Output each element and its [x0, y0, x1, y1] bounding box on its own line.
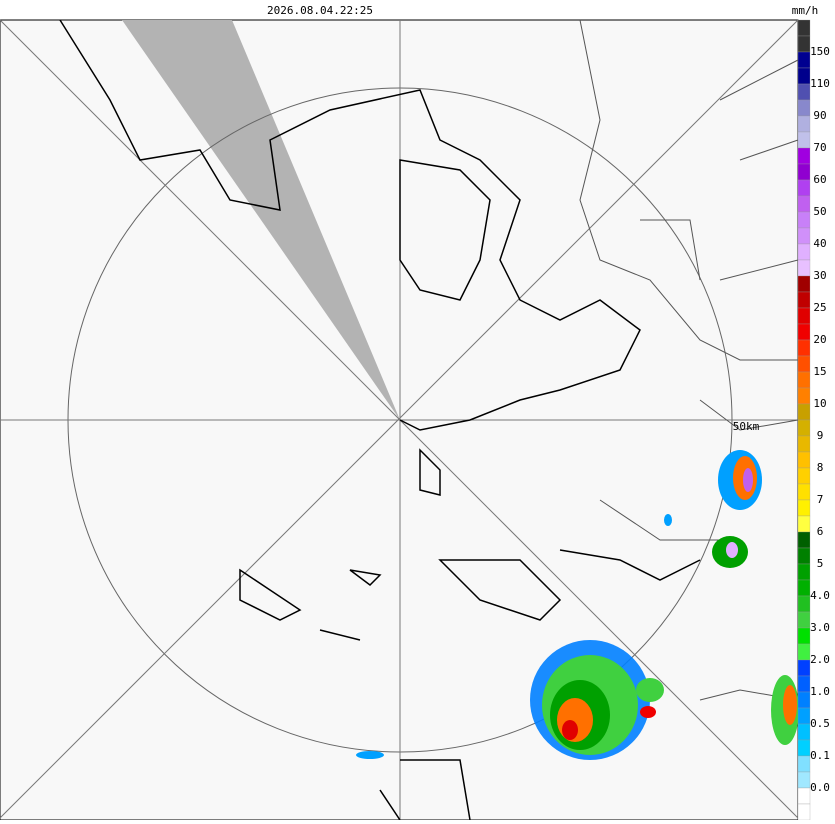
legend-label: 4.0	[810, 589, 830, 602]
legend-band	[797, 531, 811, 549]
legend-label: 10	[813, 397, 826, 410]
range-label: 50km	[733, 420, 760, 433]
legend-label: 40	[813, 237, 826, 250]
legend-label: 0.5	[810, 717, 830, 730]
legend-band	[797, 387, 811, 405]
legend-band	[797, 67, 811, 85]
legend-band	[797, 403, 811, 421]
legend-band	[797, 419, 811, 437]
legend-label: 150	[810, 45, 830, 58]
legend-label: 90	[813, 109, 826, 122]
legend-band	[797, 339, 811, 357]
legend-label: 25	[813, 301, 826, 314]
legend-band	[797, 723, 811, 741]
legend-band	[797, 227, 811, 245]
legend-band	[797, 595, 811, 613]
legend-band	[797, 323, 811, 341]
coastline	[399, 159, 491, 301]
legend-label: 8	[817, 461, 824, 474]
legend-band	[797, 147, 811, 165]
legend-band	[797, 83, 811, 101]
legend-label: 50	[813, 205, 826, 218]
legend-band	[797, 115, 811, 133]
border	[579, 19, 799, 701]
legend-band	[797, 803, 811, 821]
legend-band	[797, 707, 811, 725]
crosshair	[0, 19, 799, 819]
legend-label: 1.0	[810, 685, 830, 698]
legend-label: 110	[810, 77, 830, 90]
legend-band	[797, 611, 811, 629]
legend-band	[797, 371, 811, 389]
legend-band	[797, 755, 811, 773]
legend-label: 2.0	[810, 653, 830, 666]
legend-band	[797, 739, 811, 757]
legend-band	[797, 99, 811, 117]
legend-band	[797, 451, 811, 469]
legend-band	[797, 19, 811, 37]
legend-label: 30	[813, 269, 826, 282]
map: 50km	[0, 19, 799, 821]
legend-band	[797, 515, 811, 533]
legend-band	[797, 563, 811, 581]
legend-band	[797, 291, 811, 309]
legend-band	[797, 131, 811, 149]
legend-band	[797, 787, 811, 805]
legend-band	[797, 579, 811, 597]
legend-label: 15	[813, 365, 826, 378]
precipitation	[356, 450, 799, 760]
legend-band	[797, 195, 811, 213]
timestamp: 2026.08.04.22:25	[267, 4, 373, 17]
legend-band	[797, 547, 811, 565]
blocked-sector	[122, 20, 400, 420]
legend-band	[797, 675, 811, 693]
legend-band	[797, 771, 811, 789]
legend-band	[797, 35, 811, 53]
unit-label: mm/h	[792, 4, 819, 17]
coastline	[419, 448, 701, 621]
legend-band	[797, 51, 811, 69]
legend: 150 110 90 70 60 50 40 30 25 20 15 10 9 8 7 6 5 4.0 3.0 2.0…	[797, 19, 830, 821]
legend-band	[797, 499, 811, 517]
legend-band	[797, 243, 811, 261]
legend-band	[797, 275, 811, 293]
coastline	[59, 19, 641, 431]
legend-band	[797, 627, 811, 645]
legend-band	[797, 307, 811, 325]
legend-band	[797, 355, 811, 373]
legend-band	[797, 483, 811, 501]
legend-label: 3.0	[810, 621, 830, 634]
legend-band	[797, 435, 811, 453]
legend-band	[797, 163, 811, 181]
legend-label: 0.0	[810, 781, 830, 794]
legend-label: 5	[817, 557, 824, 570]
legend-band	[797, 467, 811, 485]
legend-label: 60	[813, 173, 826, 186]
coastline	[239, 568, 471, 821]
legend-band	[797, 691, 811, 709]
legend-band	[797, 643, 811, 661]
legend-band	[797, 259, 811, 277]
legend-label: 0.1	[810, 749, 830, 762]
legend-band	[797, 179, 811, 197]
legend-band	[797, 211, 811, 229]
legend-band	[797, 659, 811, 677]
legend-label: 7	[817, 493, 824, 506]
legend-label: 9	[817, 429, 824, 442]
legend-label: 20	[813, 333, 826, 346]
legend-label: 6	[817, 525, 824, 538]
legend-label: 70	[813, 141, 826, 154]
